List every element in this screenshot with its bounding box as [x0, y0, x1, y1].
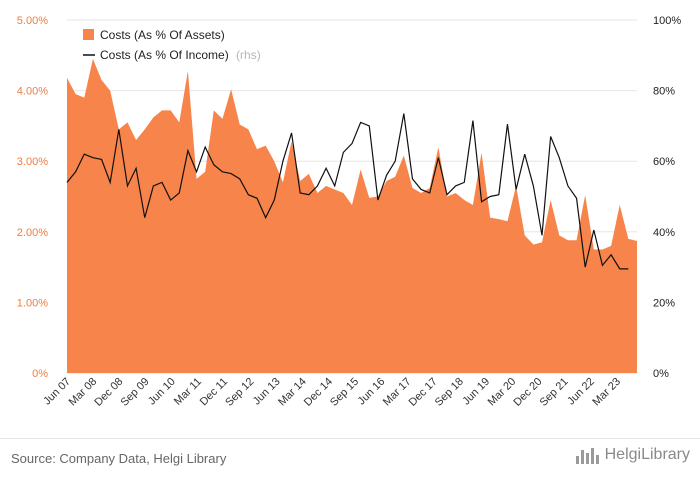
x-tick-label: Sep 15	[328, 376, 361, 409]
x-tick-label: Sep 12	[223, 376, 256, 409]
x-tick-label: Sep 18	[433, 376, 466, 409]
legend-area-swatch	[83, 29, 94, 40]
right-tick-label: 20%	[653, 297, 675, 309]
footer-divider	[0, 438, 700, 439]
x-tick-label: Dec 20	[511, 376, 544, 409]
left-tick-label: 2.00%	[17, 227, 48, 239]
left-tick-label: 4.00%	[17, 86, 48, 98]
x-tick-label: Sep 09	[119, 376, 152, 409]
x-tick-label: Mar 23	[590, 376, 623, 409]
logo-text: HelgiLibrary	[604, 446, 690, 463]
left-axis: 0% 1.00% 2.00% 3.00% 4.00% 5.00%	[17, 15, 48, 380]
assets-area-layer	[67, 58, 637, 373]
legend: Costs (As % Of Assets) Costs (As % Of In…	[83, 28, 261, 62]
chart: 0% 1.00% 2.00% 3.00% 4.00% 5.00% 0% 20% 40% 60% 8…	[17, 15, 682, 409]
x-tick-label: Dec 08	[92, 376, 125, 409]
svg-text:Costs (As % Of Income) (: Costs (As % Of Income) (rhs)	[100, 48, 261, 62]
left-tick-label: 3.00%	[17, 156, 48, 168]
x-tick-label: Mar 11	[172, 376, 204, 408]
right-tick-label: 80%	[653, 86, 675, 98]
income-line-layer	[66, 113, 629, 270]
x-tick-label: Sep 21	[538, 376, 571, 409]
source-text: Source: Company Data, Helgi Library	[11, 451, 227, 466]
x-tick-label: Jun 10	[146, 376, 178, 408]
right-tick-label: 40%	[653, 227, 675, 239]
legend-line-suffix: (rhs)	[236, 48, 261, 62]
right-tick-label: 100%	[653, 15, 681, 27]
assets-area	[67, 58, 637, 373]
library-logo-icon	[575, 448, 599, 464]
left-tick-label: 1.00%	[17, 297, 48, 309]
left-tick-label: 5.00%	[17, 15, 48, 27]
x-tick-label: Dec 17	[407, 376, 440, 409]
x-tick-label: Dec 14	[302, 376, 335, 409]
helgi-library-logo: HelgiLibrary	[575, 446, 690, 464]
right-tick-label: 60%	[653, 156, 675, 168]
right-axis: 0% 20% 40% 60% 80% 100%	[653, 15, 681, 380]
left-tick-label: 0%	[32, 368, 48, 380]
legend-line-label: Costs (As % Of Income)	[100, 48, 229, 62]
right-tick-label: 0%	[653, 368, 669, 380]
legend-area-label: Costs (As % Of Assets)	[100, 28, 225, 42]
income-line	[66, 113, 629, 270]
